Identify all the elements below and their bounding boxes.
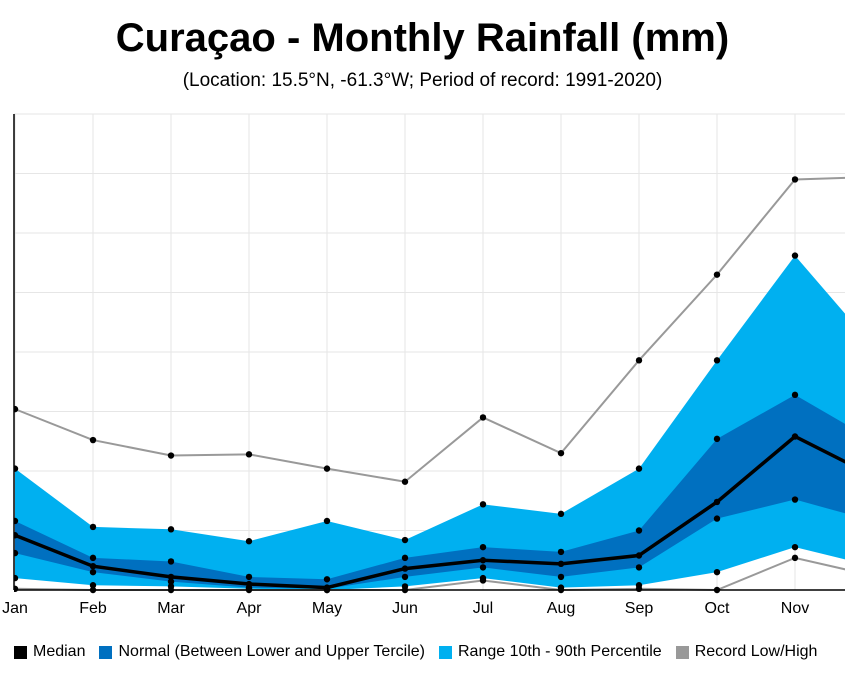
range-upper-point	[713, 357, 721, 364]
x-tick-label: Jan	[2, 600, 28, 617]
normal-lower-point	[713, 515, 721, 522]
median-point	[323, 584, 331, 591]
record-high-point	[245, 451, 253, 458]
record-high-point	[89, 436, 97, 444]
median-point	[167, 573, 175, 581]
range-lower-point	[557, 584, 565, 591]
legend-label-median: Median	[33, 643, 86, 660]
legend-label-normal: Normal (Between Lower and Upper Tercile)	[118, 643, 425, 660]
x-tick-label: Jun	[392, 600, 418, 617]
normal-lower-point	[14, 549, 19, 557]
range-upper-point	[323, 517, 331, 525]
x-tick-label: Sep	[625, 600, 654, 617]
normal-band	[15, 394, 845, 589]
record-high-point	[479, 414, 487, 421]
range-upper-point	[635, 465, 643, 472]
record-high-point	[14, 405, 19, 413]
range-upper-point	[89, 523, 97, 531]
x-tick-label: Aug	[547, 600, 575, 617]
range-lower-point	[14, 574, 19, 582]
legend-item-range: Range 10th - 90th Percentile	[439, 643, 662, 661]
legend-label-range: Range 10th - 90th Percentile	[458, 643, 662, 660]
median-point	[713, 498, 721, 506]
x-tick-label: Apr	[237, 600, 263, 617]
median-point	[479, 557, 487, 564]
range-lower-point	[791, 543, 799, 551]
chart-subtitle: (Location: 15.5°N, -61.3°W; Period of re…	[182, 70, 663, 91]
record-high-point	[635, 357, 643, 364]
range-lower-point	[167, 583, 175, 590]
record-high-point	[401, 478, 409, 485]
legend-swatch-normal	[99, 645, 113, 659]
x-tick-label: Feb	[79, 600, 107, 617]
range-upper-point	[167, 526, 175, 533]
record-high-point	[713, 271, 721, 278]
range-lower-point	[401, 583, 409, 590]
normal-lower-point	[557, 573, 565, 581]
normal-lower-point	[791, 496, 799, 503]
record-high-line	[14, 176, 845, 483]
normal-upper-point	[401, 554, 409, 562]
normal-lower-point	[635, 564, 643, 571]
range-upper-point	[557, 510, 565, 518]
range-upper-point	[14, 465, 19, 472]
normal-upper-point	[557, 548, 565, 556]
normal-lower-point	[479, 564, 487, 571]
normal-upper-point	[167, 558, 175, 565]
legend-item-median: Median	[14, 643, 85, 661]
normal-upper-point	[713, 435, 721, 443]
legend-swatch-range	[439, 645, 452, 659]
normal-lower-point	[167, 578, 175, 585]
x-tick-label: Jul	[473, 600, 493, 617]
x-tick-labels: Jan Feb Mar Apr May Jun Jul Aug Sep Oct Nov	[2, 600, 809, 617]
x-tick-label: Mar	[157, 600, 185, 617]
legend-label-record: Record Low/High	[694, 643, 818, 660]
median-point	[14, 532, 19, 539]
record-high-point	[167, 452, 175, 459]
normal-lower-point	[401, 573, 409, 581]
range-lower-point	[713, 568, 721, 576]
record-low-point	[791, 554, 799, 562]
range-lower-point	[479, 574, 487, 582]
range-upper-point	[401, 536, 409, 544]
legend-swatch-record	[675, 645, 689, 659]
normal-upper-point	[323, 576, 331, 583]
median-point	[89, 563, 97, 570]
x-tick-label: Nov	[781, 600, 809, 617]
legend-item-record: Record Low/High	[675, 643, 818, 661]
record-high-point	[323, 465, 331, 472]
range-upper-point	[479, 501, 487, 508]
normal-lower-point	[89, 568, 97, 576]
legend-swatch-median	[14, 645, 27, 659]
range-upper-point	[791, 252, 799, 259]
median-line	[14, 434, 845, 590]
record-high-point	[557, 449, 565, 457]
range-band	[15, 255, 845, 590]
median-point	[791, 433, 799, 440]
median-point	[635, 552, 643, 559]
chart-title: Curaçao - Monthly Rainfall (mm)	[115, 16, 730, 60]
normal-upper-point	[635, 527, 643, 534]
plot-area	[14, 176, 845, 594]
record-low-point	[14, 585, 19, 593]
normal-upper-point	[245, 573, 253, 581]
legend-item-normal: Normal (Between Lower and Upper Tercile)	[99, 643, 425, 661]
median-point	[557, 560, 565, 568]
x-tick-label: Oct	[705, 600, 730, 617]
normal-upper-point	[89, 554, 97, 562]
normal-upper-point	[479, 543, 487, 551]
median-point	[401, 565, 409, 572]
record-high-point	[791, 176, 799, 183]
range-lower-point	[635, 582, 643, 589]
range-upper-point	[245, 538, 253, 545]
normal-upper-point	[791, 391, 799, 399]
chart-legend: Median Normal (Between Lower and Upper T…	[14, 640, 831, 664]
x-tick-label: May	[312, 600, 342, 617]
normal-upper-point	[14, 517, 19, 525]
range-lower-point	[89, 582, 97, 589]
median-point	[245, 580, 253, 588]
